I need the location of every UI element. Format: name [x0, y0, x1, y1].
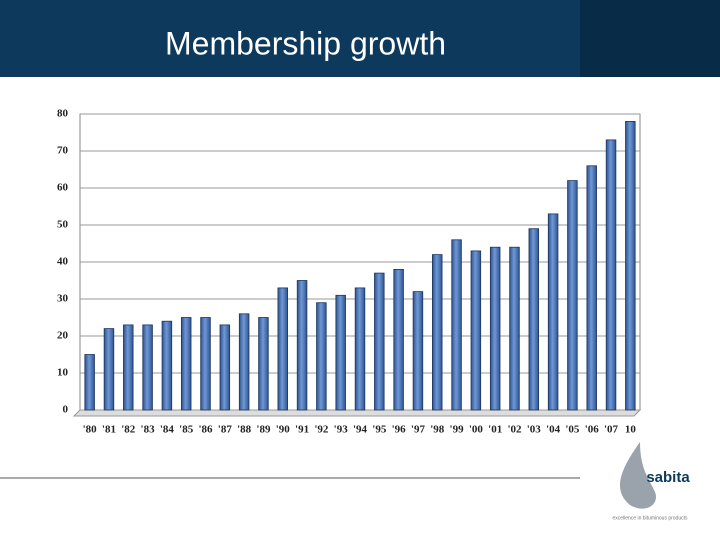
y-tick-label: 40: [57, 256, 69, 268]
bar: [219, 324, 231, 411]
bar: [625, 121, 636, 411]
x-tick-label: '99: [450, 424, 465, 436]
bar: [586, 165, 597, 411]
logo-tagline: excellence in bituminous products: [612, 515, 688, 521]
bar: [432, 254, 443, 411]
bar: [296, 280, 308, 411]
x-tick-label: '98: [430, 424, 445, 436]
x-tick-label: '94: [353, 424, 368, 436]
x-tick-label: '96: [392, 424, 407, 436]
bar: [161, 320, 173, 411]
y-tick-label: 60: [57, 182, 69, 194]
chart-title: Membership growth: [165, 25, 446, 61]
bar: [238, 313, 250, 411]
x-tick-label: '82: [121, 424, 136, 436]
x-tick-label: '81: [102, 424, 116, 436]
bar: [123, 324, 134, 411]
bar: [200, 317, 211, 411]
y-tick-label: 70: [57, 145, 69, 157]
bar: [509, 246, 520, 411]
x-tick-label: '02: [507, 424, 522, 436]
plot-floor: [72, 409, 642, 417]
x-tick-label: '06: [585, 424, 600, 436]
bar: [605, 139, 617, 411]
x-tick-label: '83: [141, 424, 156, 436]
x-tick-label: 10: [625, 424, 637, 436]
x-tick-label: '01: [488, 424, 502, 436]
x-tick-label: '80: [83, 424, 98, 436]
x-tick-label: '00: [469, 424, 484, 436]
bar: [316, 302, 327, 411]
bar: [567, 180, 578, 411]
bar: [547, 213, 559, 411]
x-tick-label: '85: [179, 424, 194, 436]
bar: [451, 239, 462, 411]
bar: [103, 328, 115, 411]
bar: [84, 354, 95, 411]
bar: [180, 317, 192, 411]
bar: [470, 250, 482, 411]
x-tick-label: '93: [334, 424, 349, 436]
y-tick-label: 30: [57, 293, 69, 305]
bar: [142, 324, 153, 411]
bar: [412, 291, 424, 411]
x-tick-label: '03: [527, 424, 542, 436]
x-tick-label: '07: [604, 424, 619, 436]
x-tick-label: '86: [198, 424, 213, 436]
x-tick-label: '97: [411, 424, 426, 436]
x-tick-label: '88: [237, 424, 252, 436]
bar: [258, 317, 269, 411]
y-tick-label: 80: [57, 108, 69, 120]
bar: [374, 272, 385, 411]
logo: sabita excellence in bituminous products: [612, 442, 690, 521]
x-tick-label: '87: [218, 424, 233, 436]
x-tick-label: '91: [295, 424, 309, 436]
x-tick-label: '90: [276, 424, 291, 436]
x-tick-label: '04: [546, 424, 561, 436]
chart: 0 10 20 30 40 50 60 70 80 '80 '81 '82 '83 '84 '85 '86 '8…: [57, 108, 640, 436]
y-tick-label: 20: [57, 330, 69, 342]
x-tick-label: '05: [565, 424, 580, 436]
y-tick-label: 10: [57, 367, 69, 379]
x-tick-label: '95: [372, 424, 387, 436]
title-bar-accent: [580, 0, 720, 77]
x-tick-label: '92: [314, 424, 329, 436]
y-tick-label: 0: [63, 404, 69, 416]
bar: [393, 268, 404, 411]
bar: [354, 287, 366, 411]
bar: [528, 228, 540, 411]
bar: [489, 246, 501, 411]
x-tick-label: '84: [160, 424, 175, 436]
x-tick-label: '89: [256, 424, 271, 436]
bar: [277, 287, 288, 411]
bar: [335, 294, 346, 411]
logo-text: sabita: [646, 469, 690, 486]
y-tick-label: 50: [57, 219, 69, 231]
